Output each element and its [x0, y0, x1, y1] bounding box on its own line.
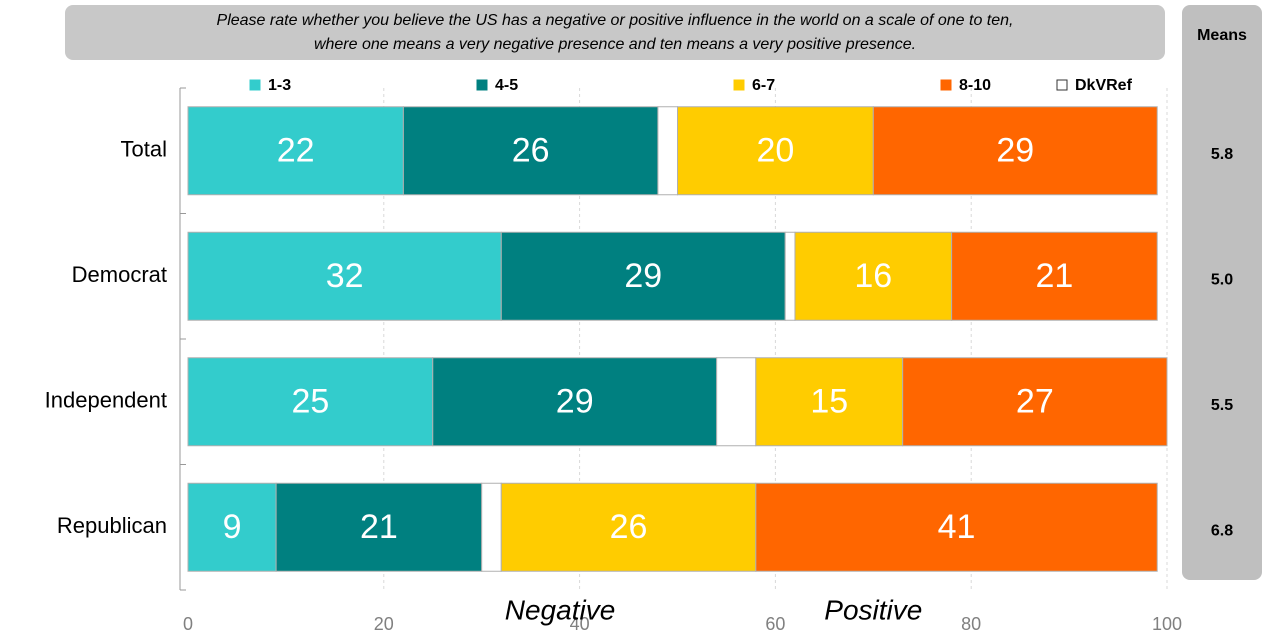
bar-segment — [677, 106, 874, 196]
bar-segment — [872, 106, 1158, 196]
x-tick-label: 100 — [1152, 614, 1182, 634]
mean-value: 5.8 — [1211, 146, 1233, 163]
data-label: 9 — [223, 508, 242, 546]
x-tick-label: 80 — [961, 614, 981, 634]
x-tick-label: 20 — [374, 614, 394, 634]
data-label: 41 — [938, 508, 976, 546]
legend-swatch — [940, 79, 952, 91]
title-box — [65, 5, 1165, 60]
mean-value: 5.5 — [1211, 397, 1233, 414]
data-label: 22 — [277, 132, 315, 170]
data-label: 29 — [996, 132, 1034, 170]
data-label: 32 — [326, 257, 364, 295]
legend-label: 8-10 — [959, 77, 991, 94]
data-label: 29 — [556, 383, 594, 421]
title-line: where one means a very negative presence… — [314, 36, 916, 53]
bar-segment — [432, 357, 718, 447]
data-label: 27 — [1016, 383, 1054, 421]
means-title: Means — [1197, 27, 1247, 44]
bar-segment — [187, 106, 404, 196]
category-label: Democrat — [72, 262, 167, 287]
bar-segment — [187, 231, 502, 321]
bar-segment — [500, 231, 786, 321]
legend-label: 6-7 — [752, 77, 775, 94]
legend-swatch — [733, 79, 745, 91]
bar-segment — [500, 482, 757, 572]
legend-label: 1-3 — [268, 77, 291, 94]
category-label: Total — [121, 137, 167, 162]
data-label: 25 — [291, 383, 329, 421]
legend-swatch — [1056, 79, 1068, 91]
category-label: Republican — [57, 513, 167, 538]
x-tick-label: 0 — [183, 614, 193, 634]
bar-segment — [275, 482, 483, 572]
mean-value: 5.0 — [1211, 271, 1233, 288]
means-panel — [1182, 5, 1262, 580]
data-label: 21 — [360, 508, 398, 546]
legend-swatch — [476, 79, 488, 91]
annotation: Positive — [824, 594, 922, 625]
category-label: Independent — [45, 388, 167, 413]
data-label: 29 — [624, 257, 662, 295]
legend-swatch — [249, 79, 261, 91]
x-tick-label: 60 — [765, 614, 785, 634]
bar-segment — [402, 106, 659, 196]
legend-label: 4-5 — [495, 77, 518, 94]
bar-segment — [951, 231, 1158, 321]
annotation: Negative — [505, 594, 616, 625]
data-label: 26 — [610, 508, 648, 546]
bar-segment — [657, 106, 678, 196]
bar-segment — [784, 231, 796, 321]
bar-segment — [902, 357, 1168, 447]
data-label: 16 — [854, 257, 892, 295]
x-tick-label: 40 — [570, 614, 590, 634]
mean-value: 6.8 — [1211, 522, 1233, 539]
bar-segment — [716, 357, 757, 447]
bar-segment — [755, 482, 1158, 572]
bar-segment — [187, 357, 434, 447]
data-label: 15 — [810, 383, 848, 421]
bar-segment — [187, 482, 277, 572]
data-label: 20 — [756, 132, 794, 170]
bar-segment — [481, 482, 502, 572]
data-label: 26 — [512, 132, 550, 170]
title-line: Please rate whether you believe the US h… — [217, 12, 1014, 29]
legend-label: DkVRef — [1075, 77, 1133, 94]
data-label: 21 — [1036, 257, 1074, 295]
